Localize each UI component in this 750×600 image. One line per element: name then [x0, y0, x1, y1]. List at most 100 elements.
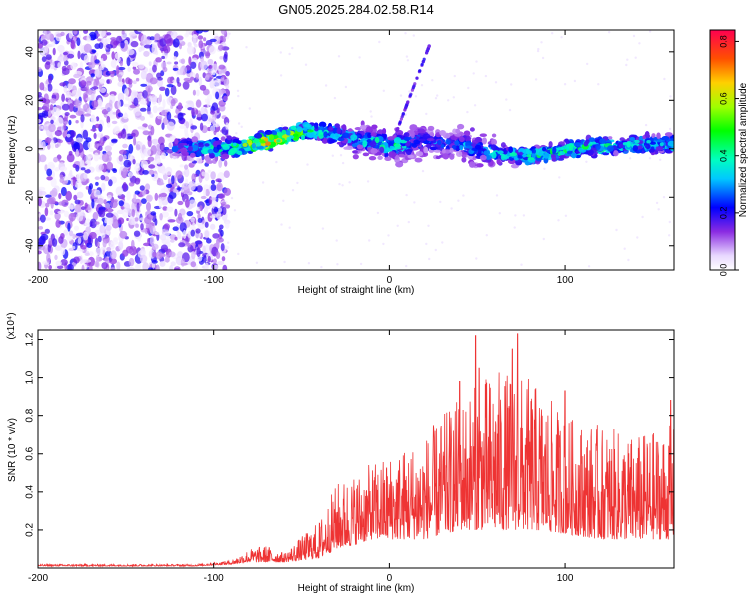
spectrogram-cell: [341, 132, 350, 139]
spectrogram-cell: [657, 208, 660, 211]
spectrogram-cell: [618, 144, 624, 149]
spectrogram-cell: [155, 251, 163, 260]
spectrogram-cell: [286, 136, 292, 142]
spectrogram-cell: [142, 262, 150, 270]
spectrogram-cell: [181, 182, 189, 191]
spectrogram-cell: [638, 42, 641, 45]
spectrogram-cell: [197, 35, 204, 40]
spectrogram-cell: [107, 194, 112, 200]
spectrogram-cell: [199, 60, 208, 70]
spectrogram-cell: [189, 157, 195, 162]
spectrogram-cell: [80, 80, 87, 87]
spectrogram-cell: [117, 209, 123, 214]
spectrogram-cell: [191, 136, 198, 143]
spectrogram-cell: [323, 131, 328, 138]
spectrogram-cell: [143, 44, 152, 49]
colorbar-tick-label: 0.8: [718, 35, 728, 48]
spectrogram-cell: [218, 193, 226, 200]
spectrogram-cell: [133, 97, 139, 107]
spectrogram-cell: [425, 51, 429, 55]
spectrogram-cell: [181, 151, 189, 157]
spectrogram-cell: [184, 164, 189, 170]
spectrogram-cell: [428, 257, 431, 261]
spectrogram-cell: [515, 159, 523, 166]
spectrogram-cell: [219, 224, 224, 230]
spectrogram-cell: [288, 52, 291, 56]
spectrogram-cell: [204, 143, 210, 147]
spectrogram-cell: [122, 154, 127, 160]
spectrogram-cell: [101, 262, 108, 270]
spectrogram-cell: [241, 139, 248, 144]
spectrogram-cell: [336, 263, 339, 266]
y-tick-label: 0.6: [25, 446, 36, 460]
spectrogram-cell: [73, 30, 78, 35]
spectrogram-cell: [173, 50, 179, 58]
spectrogram-cell: [117, 81, 124, 87]
spectrogram-cell: [197, 218, 203, 223]
spectrogram-cell: [42, 102, 50, 110]
spectrogram-cell: [118, 155, 124, 162]
spectrogram-cell: [117, 112, 124, 118]
spectrogram-cell: [560, 36, 563, 39]
spectrogram-cell: [627, 258, 630, 262]
spectrogram-cell: [128, 171, 134, 177]
spectrogram-cell: [333, 133, 341, 138]
spectrogram-cell: [566, 150, 573, 155]
spectrogram-cell: [106, 32, 112, 36]
spectrogram-cell: [163, 45, 171, 54]
spectrogram-cell: [351, 143, 358, 148]
spectrogram-cell: [105, 51, 110, 55]
spectrogram-cell: [613, 150, 619, 157]
spectrogram-cell: [174, 208, 178, 217]
spectrogram-cell: [423, 146, 429, 154]
spectrogram-cell: [166, 111, 172, 121]
spectrogram-cell: [203, 37, 207, 42]
spectrogram-cell: [402, 145, 407, 149]
spectrogram-cell: [179, 164, 184, 168]
spectrogram-cell: [133, 230, 141, 237]
spectrogram-cell: [126, 48, 135, 56]
spectrogram-cell: [131, 208, 135, 218]
spectrogram-cell: [163, 33, 172, 44]
spectrogram-cell: [39, 82, 45, 91]
spectrogram-cell: [225, 84, 230, 89]
spectrogram-cell: [216, 144, 222, 150]
spectrogram-cell: [161, 201, 167, 206]
spectrogram-cell: [362, 140, 368, 148]
spectrogram-cell: [570, 152, 577, 159]
colorbar-gradient: [710, 30, 735, 270]
spectrogram-cell: [425, 112, 428, 116]
spectrogram-cell: [58, 201, 65, 206]
spectrogram-cell: [188, 199, 197, 208]
spectrogram-cell: [57, 154, 61, 162]
spectrogram-cell: [39, 47, 47, 56]
spectrogram-cell: [405, 193, 408, 197]
spectrogram-cell: [170, 239, 175, 243]
spectrogram-cell: [170, 85, 177, 96]
spectrogram-cell: [220, 243, 225, 252]
spectrogram-cell: [152, 64, 157, 73]
spectrogram-cells: [38, 30, 674, 270]
spectrogram-cell: [393, 137, 402, 144]
spectrogram-cell: [415, 76, 419, 80]
spectrogram-cell: [379, 146, 385, 153]
spectrogram-cell: [473, 104, 477, 107]
spectrogram-cell: [628, 157, 632, 160]
spectrogram-cell: [146, 202, 151, 212]
spectrogram-cell: [94, 59, 100, 64]
spectrogram-cell: [38, 42, 43, 49]
spectrogram-cell: [413, 82, 417, 86]
spectrogram-cell: [655, 146, 664, 152]
spectrogram-cell: [73, 142, 81, 152]
spectrogram-cell: [147, 238, 150, 244]
spectrogram-cell: [204, 75, 210, 81]
spectrogram-cell: [494, 81, 498, 84]
spectrogram-cell: [211, 79, 216, 89]
colorbar: 0.00.20.40.60.8 Normalized spectral ampl…: [709, 29, 749, 276]
spectrogram-cell: [426, 143, 432, 149]
spectrogram-cell: [573, 79, 577, 83]
spectrogram-cell: [97, 38, 102, 42]
spectrogram-cell: [175, 170, 183, 179]
spectrogram-cell: [335, 239, 338, 242]
spectrogram-cell: [83, 172, 88, 180]
